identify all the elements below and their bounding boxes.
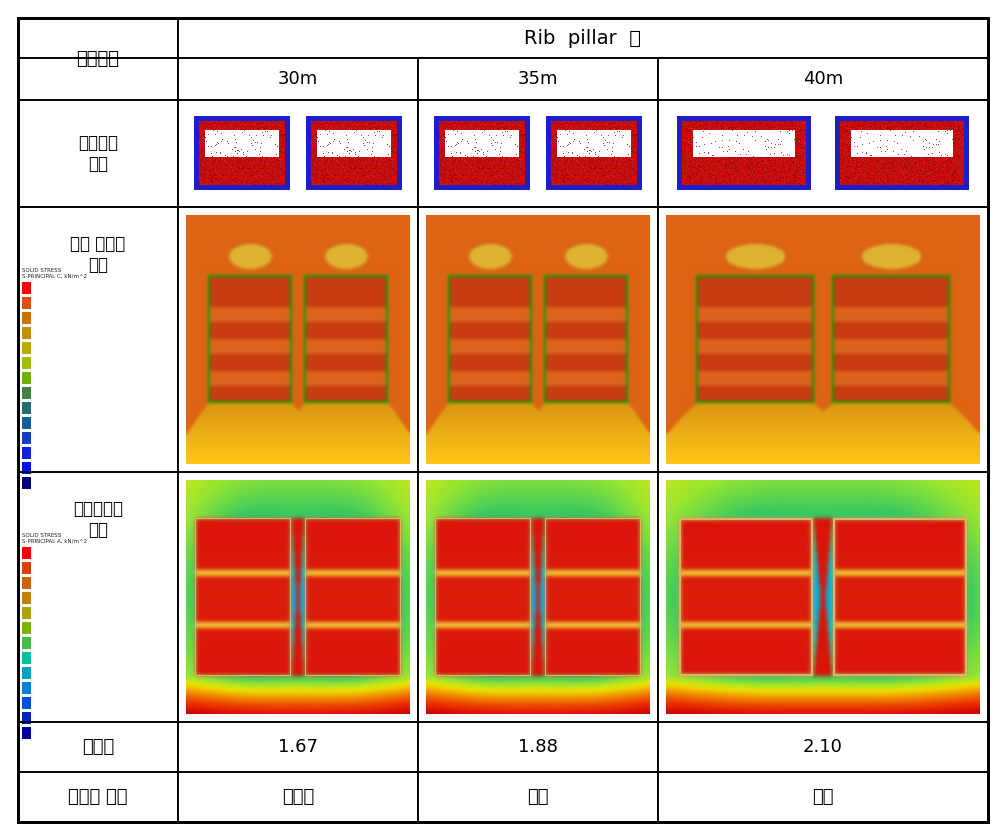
Bar [22, 652, 31, 664]
Bar [22, 547, 31, 559]
Bar [22, 342, 31, 354]
Text: 불안정: 불안정 [282, 788, 314, 806]
Bar [22, 562, 31, 574]
Text: 해석결과: 해석결과 [76, 50, 119, 68]
Text: SOLID STRESS
S-PRINCIPAL C, kN/m^2: SOLID STRESS S-PRINCIPAL C, kN/m^2 [22, 268, 87, 279]
Text: 안전율: 안전율 [82, 738, 114, 756]
Bar [22, 297, 31, 309]
Bar [22, 462, 31, 474]
Bar [22, 682, 31, 694]
Bar [22, 402, 31, 414]
Bar [22, 357, 31, 369]
Bar [22, 607, 31, 619]
Bar [22, 282, 31, 294]
Text: 안전성 판단: 안전성 판단 [68, 788, 127, 806]
Text: SOLID STRESS
S-PRINCIPAL A, kN/m^2: SOLID STRESS S-PRINCIPAL A, kN/m^2 [22, 533, 87, 543]
Bar [22, 417, 31, 429]
Bar [22, 387, 31, 399]
Bar [22, 477, 31, 489]
Bar [22, 312, 31, 324]
Bar [22, 432, 31, 444]
Bar [22, 577, 31, 589]
Bar [22, 667, 31, 679]
Bar [22, 447, 31, 459]
Text: 35m: 35m [518, 70, 558, 88]
Text: 40m: 40m [802, 70, 843, 88]
Bar [22, 327, 31, 339]
Text: 2.10: 2.10 [802, 738, 843, 756]
Text: 최소주응력
분포: 최소주응력 분포 [73, 500, 123, 538]
Bar [22, 712, 31, 724]
Text: 안정: 안정 [811, 788, 832, 806]
Text: Rib  pillar  폭: Rib pillar 폭 [524, 29, 641, 48]
Bar [22, 592, 31, 604]
Text: 안정: 안정 [527, 788, 549, 806]
Text: 1.88: 1.88 [518, 738, 558, 756]
Bar [22, 637, 31, 649]
Bar [22, 727, 31, 739]
Text: 1.67: 1.67 [278, 738, 318, 756]
Bar [22, 372, 31, 384]
Bar [22, 697, 31, 709]
Text: 소성영역
분포: 소성영역 분포 [78, 134, 118, 173]
Text: 최대 주응력
분포: 최대 주응력 분포 [70, 235, 125, 274]
Bar [22, 622, 31, 634]
Text: 30m: 30m [278, 70, 318, 88]
